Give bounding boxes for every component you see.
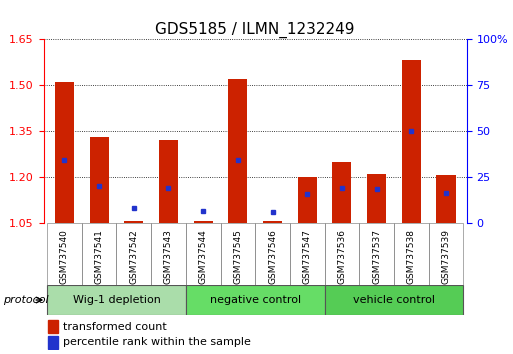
Bar [263,222,282,223]
Bar [47,223,82,285]
Bar [437,176,456,223]
Text: GSM737545: GSM737545 [233,229,242,284]
Bar [116,223,151,285]
Bar [186,285,325,315]
Text: GSM737539: GSM737539 [442,229,450,284]
Bar [332,162,351,223]
Text: GSM737547: GSM737547 [303,229,312,284]
Bar [367,174,386,223]
Text: GSM737541: GSM737541 [94,229,104,284]
Bar [82,223,116,285]
Bar [298,177,317,223]
Bar [193,222,213,223]
Text: percentile rank within the sample: percentile rank within the sample [63,337,250,348]
Bar [186,223,221,285]
Text: GSM737543: GSM737543 [164,229,173,284]
Bar [394,223,429,285]
Bar [402,61,421,223]
Bar [124,222,143,223]
Text: GSM737538: GSM737538 [407,229,416,284]
Bar [359,223,394,285]
Bar [325,285,463,315]
Bar [151,223,186,285]
Bar [429,223,463,285]
Bar [90,137,109,223]
Text: transformed count: transformed count [63,321,166,332]
Bar [48,336,58,349]
Text: GSM737544: GSM737544 [199,229,208,284]
Bar [48,320,58,333]
Text: GSM737537: GSM737537 [372,229,381,284]
Text: negative control: negative control [210,295,301,305]
Bar [228,79,247,223]
Bar [55,82,74,223]
Text: Wig-1 depletion: Wig-1 depletion [72,295,161,305]
Bar [325,223,359,285]
Text: GSM737540: GSM737540 [60,229,69,284]
Text: vehicle control: vehicle control [353,295,435,305]
Bar [159,140,178,223]
Bar [47,285,186,315]
Bar [221,223,255,285]
Text: GSM737542: GSM737542 [129,229,139,284]
Text: protocol: protocol [3,295,48,305]
Bar [290,223,325,285]
Text: GSM737546: GSM737546 [268,229,277,284]
Text: GSM737536: GSM737536 [338,229,346,284]
Bar [255,223,290,285]
Title: GDS5185 / ILMN_1232249: GDS5185 / ILMN_1232249 [155,21,355,38]
